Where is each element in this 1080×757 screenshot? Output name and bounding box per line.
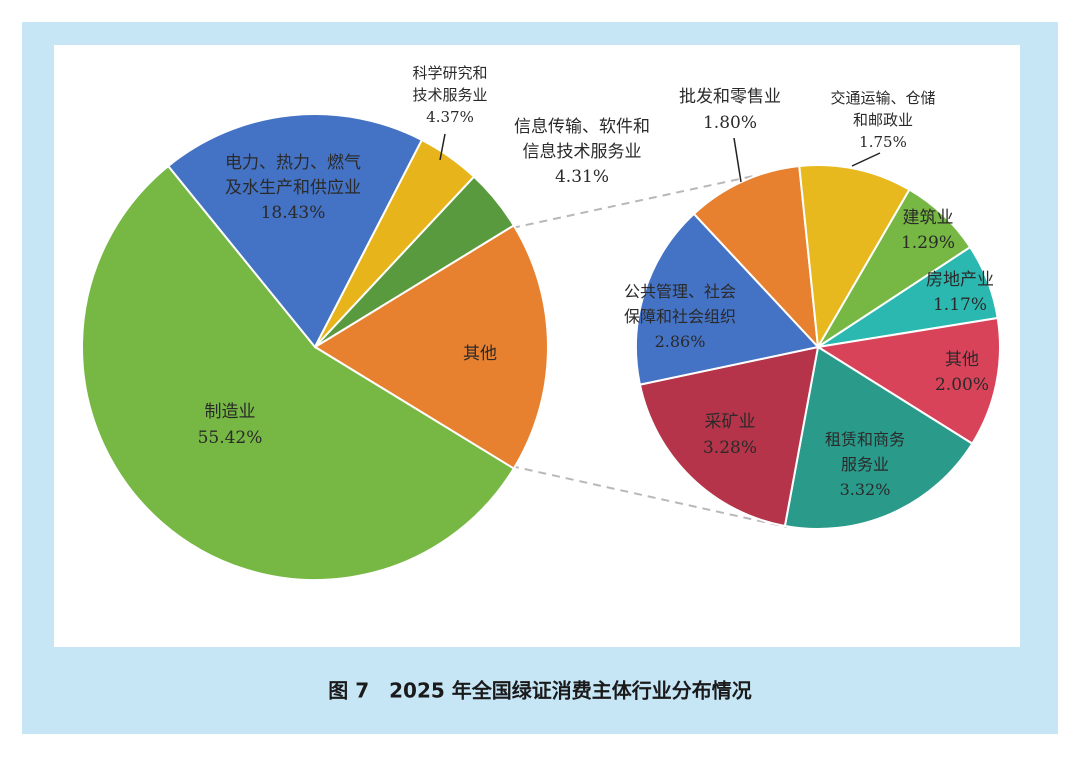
slice-label: 建筑业 1.29% <box>901 208 955 253</box>
caption: 图 7 2025 年全国绿证消费主体行业分布情况 <box>328 679 752 703</box>
category-label: 电力、热力、燃气 <box>225 153 361 173</box>
category-label: 建筑业 <box>903 208 954 228</box>
pie-slice <box>166 113 424 349</box>
category-label: 信息传输、软件和 <box>514 117 650 137</box>
connector-line <box>510 465 788 528</box>
category-label: 信息技术服务业 <box>523 142 642 162</box>
value-label: 1.75% <box>859 133 907 151</box>
category-label: 交通运输、仓储 <box>830 89 935 107</box>
slice-label: 批发和零售业 1.80% <box>679 87 781 133</box>
slice-label: 其他 <box>463 344 497 364</box>
category-label: 服务业 <box>841 455 889 474</box>
category-label: 其他 <box>945 350 979 370</box>
pie-slice <box>635 212 820 386</box>
slice-label: 交通运输、仓储和邮政业 1.75% <box>830 89 935 151</box>
slice-label: 其他 2.00% <box>935 350 989 395</box>
slice-label: 科学研究和技术服务业 4.37% <box>412 64 487 126</box>
category-label: 批发和零售业 <box>679 87 781 107</box>
value-label: 3.28% <box>703 438 757 458</box>
category-label: 公共管理、社会 <box>624 282 736 301</box>
value-label: 3.32% <box>840 480 891 499</box>
slice-label: 租赁和商务服务业 3.32% <box>825 430 905 499</box>
slice-label: 公共管理、社会保障和社会组织 2.86% <box>624 282 736 351</box>
slice-label: 房地产业 1.17% <box>926 270 994 315</box>
category-label: 房地产业 <box>926 270 994 290</box>
category-label: 制造业 <box>205 402 256 422</box>
category-label: 保障和社会组织 <box>624 307 736 326</box>
pie-slice <box>314 175 516 348</box>
slice-label: 信息传输、软件和信息技术服务业 4.31% <box>514 117 650 187</box>
pie-slice <box>81 164 516 581</box>
value-label: 2.86% <box>655 332 706 351</box>
slice-label: 制造业 55.42% <box>198 402 263 448</box>
value-label: 1.80% <box>703 113 757 133</box>
category-label: 其他 <box>463 344 497 364</box>
category-label: 采矿业 <box>705 412 756 432</box>
pie-slice <box>815 316 1001 445</box>
slice-label: 采矿业 3.28% <box>703 412 757 458</box>
value-label: 4.37% <box>426 108 474 126</box>
leader-line <box>439 133 446 161</box>
value-label: 2.00% <box>935 375 989 395</box>
value-label: 4.31% <box>555 167 609 187</box>
pie-slice <box>798 164 911 351</box>
pie-slice <box>638 345 820 528</box>
slice-label: 电力、热力、燃气及水生产和供应业 18.43% <box>225 153 361 223</box>
category-label: 和邮政业 <box>853 111 913 129</box>
category-label: 及水生产和供应业 <box>225 178 361 198</box>
pie-slice <box>313 224 549 470</box>
value-label: 18.43% <box>261 203 326 223</box>
value-label: 1.29% <box>901 233 955 253</box>
category-label: 租赁和商务 <box>825 430 905 449</box>
value-label: 1.17% <box>933 295 987 315</box>
leader-line <box>851 152 881 167</box>
category-label: 科学研究和 <box>412 64 487 82</box>
pie-slice <box>692 164 820 350</box>
category-label: 技术服务业 <box>412 86 487 104</box>
pie-slice <box>783 345 974 530</box>
value-label: 55.42% <box>198 428 263 448</box>
leader-line <box>733 137 742 183</box>
